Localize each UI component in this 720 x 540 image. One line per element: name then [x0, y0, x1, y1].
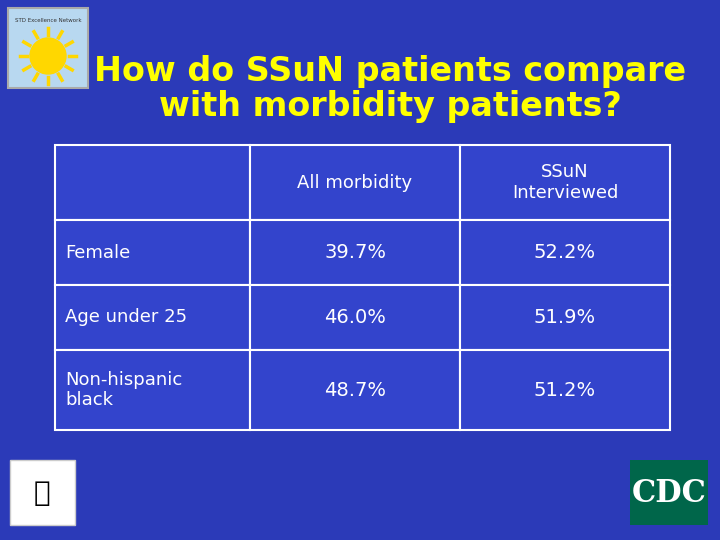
Bar [250, 350, 460, 430]
Bar [55, 220, 250, 285]
Text: Age under 25: Age under 25 [65, 308, 187, 327]
Bar [460, 220, 670, 285]
Bar [250, 285, 460, 350]
Text: How do SSuN patients compare: How do SSuN patients compare [94, 55, 686, 88]
Text: SSuN
Interviewed: SSuN Interviewed [512, 163, 618, 202]
Text: 51.9%: 51.9% [534, 308, 596, 327]
Bar [460, 350, 670, 430]
Text: 51.2%: 51.2% [534, 381, 596, 400]
Bar [55, 145, 250, 220]
Bar [250, 220, 460, 285]
Bar [55, 285, 250, 350]
Bar [55, 350, 250, 430]
FancyBboxPatch shape [8, 8, 88, 88]
Bar [10, 460, 75, 525]
Text: 39.7%: 39.7% [324, 243, 386, 262]
Text: Female: Female [65, 244, 130, 261]
Bar [250, 145, 460, 220]
Bar [460, 285, 670, 350]
Text: Non-hispanic
black: Non-hispanic black [65, 370, 182, 409]
Text: 46.0%: 46.0% [324, 308, 386, 327]
Bar [630, 460, 708, 525]
Text: STD Excellence Network: STD Excellence Network [14, 18, 81, 23]
Text: 🦅: 🦅 [34, 479, 50, 507]
Text: All morbidity: All morbidity [297, 173, 413, 192]
Text: 52.2%: 52.2% [534, 243, 596, 262]
Circle shape [30, 38, 66, 74]
Bar [460, 145, 670, 220]
Text: 48.7%: 48.7% [324, 381, 386, 400]
Text: CDC: CDC [631, 477, 706, 509]
Text: with morbidity patients?: with morbidity patients? [158, 90, 621, 123]
